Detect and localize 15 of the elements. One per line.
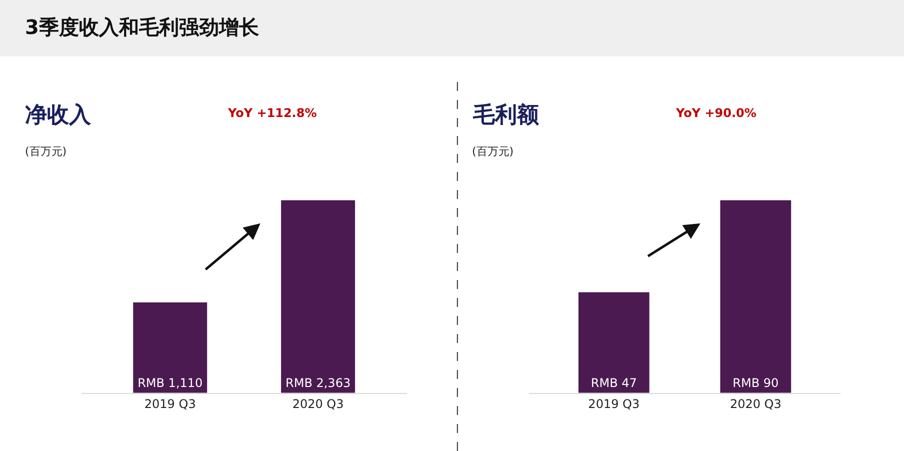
x-tick-label: 2019 Q3 (144, 397, 196, 412)
chart-title: 净收入 (25, 103, 92, 128)
text: YoY +90.0% (675, 106, 756, 120)
chart-subtitle: (百万元) (25, 145, 67, 158)
text: YoY +112.8% (227, 106, 317, 120)
data-label: RMB 47 (590, 376, 637, 390)
x-tick-label: 2019 Q3 (588, 397, 640, 412)
data-label: RMB 2,363 (286, 376, 351, 390)
text: 3季度收入和毛利强劲增长 (25, 15, 260, 39)
chart-title: 毛利额 (472, 102, 540, 128)
data-label: RMB 90 (732, 376, 779, 390)
x-tick-label: 2020 Q3 (730, 397, 782, 412)
data-label: RMB 1,110 (138, 376, 203, 390)
x-tick-label: 2020 Q3 (292, 397, 344, 412)
chart-subtitle: (百万元) (472, 145, 514, 158)
